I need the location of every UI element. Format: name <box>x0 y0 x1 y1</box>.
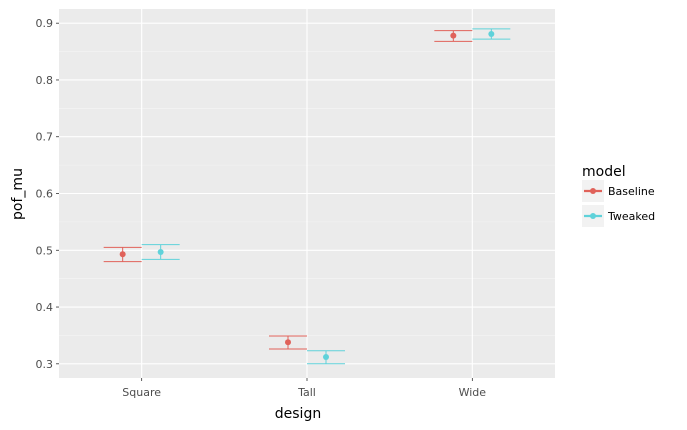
y-axis-title: pof_mu <box>10 168 26 220</box>
series-baseline <box>103 30 473 350</box>
legend-label-baseline: Baseline <box>608 185 655 198</box>
legend-title: model <box>582 164 626 180</box>
legend-key-point <box>590 188 596 194</box>
y-tick-label: 0.9 <box>36 17 54 30</box>
y-tick-label: 0.7 <box>36 131 54 144</box>
legend-key-point <box>590 213 596 219</box>
data-point <box>450 32 457 39</box>
legend-label-tweaked: Tweaked <box>607 210 655 223</box>
x-tick-label: Tall <box>297 386 316 399</box>
x-tick-label: Square <box>122 386 161 399</box>
y-tick-label: 0.8 <box>36 74 54 87</box>
data-point <box>323 353 329 360</box>
x-tick-label: Wide <box>459 386 487 399</box>
x-axis-title: design <box>275 406 321 422</box>
y-tick-label: 0.5 <box>36 244 54 257</box>
y-tick-label: 0.6 <box>36 188 54 201</box>
y-tick-label: 0.4 <box>36 301 54 314</box>
y-tick-label: 0.3 <box>36 358 54 371</box>
data-point <box>157 248 164 255</box>
series-tweaked <box>141 28 511 365</box>
data-point <box>488 30 495 37</box>
legend: model Baseline Tweaked <box>582 164 655 227</box>
data-point <box>285 339 291 346</box>
data-point <box>119 251 126 258</box>
